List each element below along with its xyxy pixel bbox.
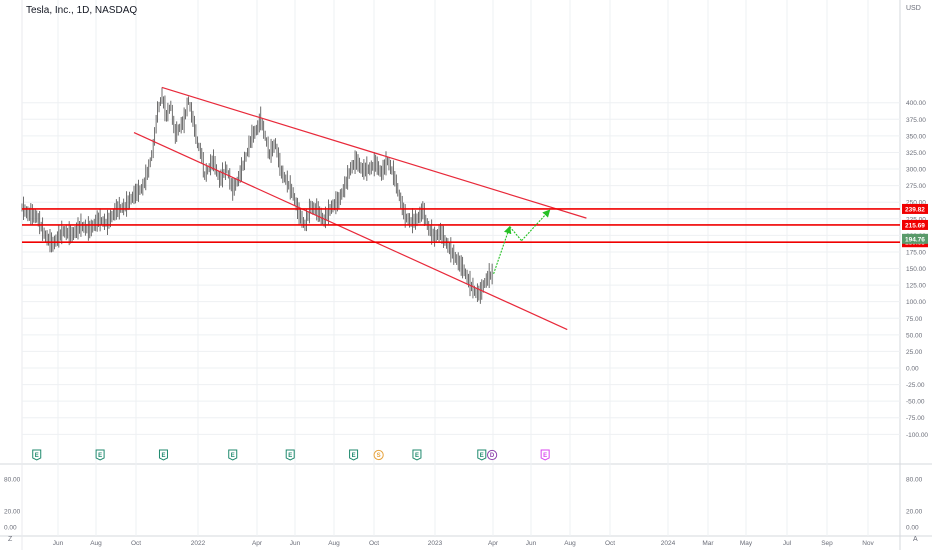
- dividend-marker-label: D: [490, 453, 495, 459]
- dividend-marker-icon[interactable]: [487, 449, 498, 461]
- y-tick-label: 375.00: [906, 117, 926, 124]
- earnings-marker-label: E: [35, 453, 39, 459]
- current-price-tag: [902, 233, 928, 244]
- earnings-marker-icon[interactable]: [32, 449, 42, 461]
- pane-right-tick: 80.00: [906, 477, 923, 484]
- symbol-title[interactable]: Tesla, Inc., 1D, NASDAQ: [26, 5, 138, 16]
- x-tick-label: Jul: [783, 540, 792, 547]
- x-tick-label: Jun: [53, 540, 64, 547]
- y-tick-label: 0.00: [906, 366, 919, 373]
- auto-scale-button[interactable]: A: [913, 536, 918, 543]
- currency-label: USD: [906, 5, 921, 12]
- earnings-marker-label: E: [415, 453, 419, 459]
- price-line-tag: [902, 203, 928, 214]
- y-tick-label: 250.00: [906, 200, 926, 207]
- upcoming-marker-label: E: [543, 453, 547, 459]
- x-tick-label: Apr: [252, 540, 263, 547]
- x-tick-label: Jun: [526, 540, 537, 547]
- y-tick-label: -75.00: [906, 415, 925, 422]
- y-tick-label: -25.00: [906, 382, 925, 389]
- x-tick-label: 2023: [428, 540, 443, 547]
- price-line-tag-label: 215.69: [905, 222, 925, 229]
- x-tick-label: Aug: [564, 540, 576, 547]
- x-tick-label: Jun: [290, 540, 301, 547]
- earnings-marker-label: E: [98, 453, 102, 459]
- x-tick-label: 2024: [661, 540, 676, 547]
- pane-left-tick: 0.00: [4, 525, 17, 532]
- earnings-marker-label: E: [231, 453, 235, 459]
- earnings-marker-icon[interactable]: [95, 449, 105, 461]
- earnings-marker-label: E: [352, 453, 356, 459]
- pane-right-tick: 0.00: [906, 525, 919, 532]
- x-tick-label: Nov: [862, 540, 874, 547]
- x-tick-label: Oct: [369, 540, 379, 547]
- pane-left-tick: 20.00: [4, 509, 21, 516]
- y-tick-label: 100.00: [906, 299, 926, 306]
- y-tick-label: 300.00: [906, 167, 926, 174]
- y-tick-label: -100.00: [906, 432, 928, 439]
- x-tick-label: Aug: [328, 540, 340, 547]
- earnings-marker-icon[interactable]: [477, 449, 487, 461]
- y-tick-label: 325.00: [906, 150, 926, 157]
- trend-line-upper[interactable]: [161, 86, 587, 219]
- x-tick-label: May: [740, 540, 753, 547]
- pane-left-tick: 80.00: [4, 477, 21, 484]
- y-tick-label: 175.00: [906, 249, 926, 256]
- y-tick-label: 150.00: [906, 266, 926, 273]
- x-tick-label: Apr: [488, 540, 499, 547]
- current-price-label: 194.76: [905, 236, 925, 243]
- earnings-marker-label: E: [161, 453, 165, 459]
- split-marker-label: S: [377, 453, 381, 459]
- y-tick-label: 225.00: [906, 216, 926, 223]
- x-tick-label: Mar: [702, 540, 714, 547]
- earnings-marker-icon[interactable]: [285, 449, 295, 461]
- timezone-button[interactable]: Z: [8, 536, 13, 543]
- y-tick-label: 350.00: [906, 133, 926, 140]
- x-tick-label: 2022: [191, 540, 206, 547]
- pane-right-tick: 20.00: [906, 509, 923, 516]
- upcoming-marker-icon[interactable]: [540, 449, 550, 461]
- y-tick-label: -50.00: [906, 399, 925, 406]
- x-tick-label: Sep: [821, 540, 833, 547]
- earnings-marker-icon[interactable]: [228, 449, 238, 461]
- earnings-marker-icon[interactable]: [412, 449, 422, 461]
- y-tick-label: 25.00: [906, 349, 923, 356]
- x-tick-label: Oct: [131, 540, 141, 547]
- earnings-marker-icon[interactable]: [158, 449, 168, 461]
- price-line-tag: [902, 219, 928, 230]
- x-tick-label: Oct: [605, 540, 615, 547]
- y-tick-label: 400.00: [906, 100, 926, 107]
- x-tick-label: Aug: [90, 540, 102, 547]
- y-tick-label: 275.00: [906, 183, 926, 190]
- earnings-marker-label: E: [480, 453, 484, 459]
- projection-arrow[interactable]: [493, 225, 512, 275]
- earnings-marker-icon[interactable]: [349, 449, 359, 461]
- y-tick-label: 50.00: [906, 332, 923, 339]
- trend-line-lower[interactable]: [133, 132, 568, 331]
- earnings-marker-label: E: [288, 453, 292, 459]
- projection-arrow[interactable]: [521, 209, 551, 242]
- price-line-tag-label: 239.82: [905, 206, 925, 213]
- split-marker-icon[interactable]: [373, 449, 384, 461]
- y-tick-label: 125.00: [906, 283, 926, 290]
- y-tick-label: 75.00: [906, 316, 923, 323]
